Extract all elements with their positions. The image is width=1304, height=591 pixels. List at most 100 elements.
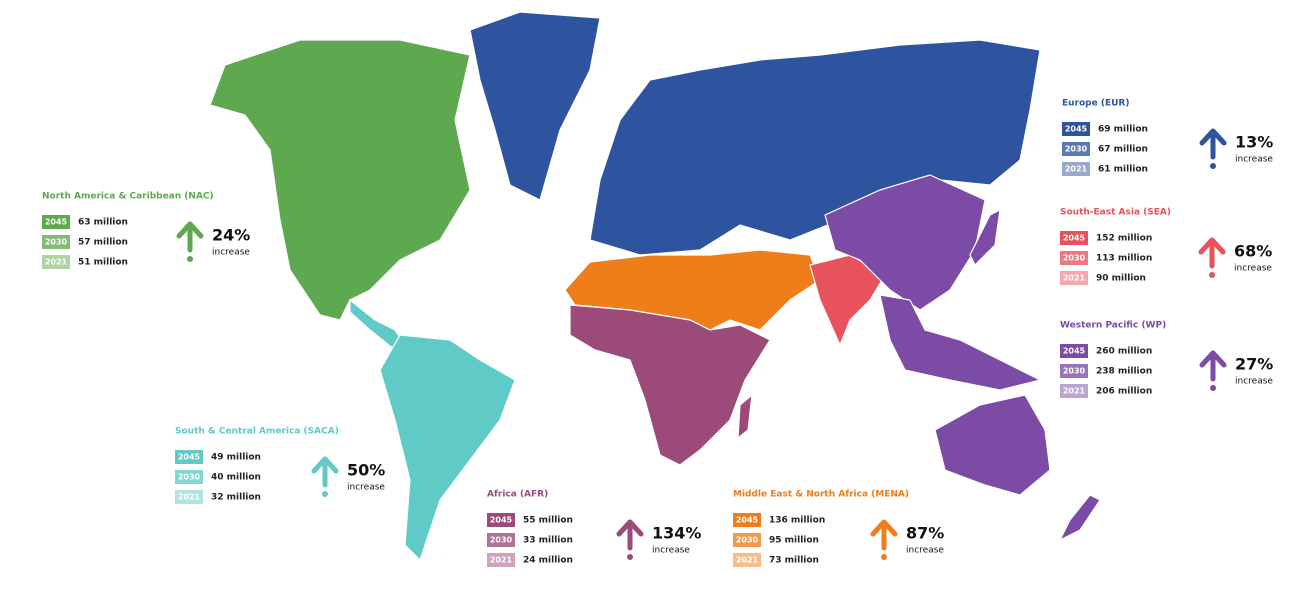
value: 61 million bbox=[1098, 165, 1148, 175]
year-box bbox=[487, 513, 515, 527]
madagascar bbox=[737, 393, 753, 440]
value: 206 million bbox=[1096, 387, 1152, 397]
increase-arrow bbox=[1198, 237, 1226, 269]
arrow-dot bbox=[1210, 163, 1216, 169]
world-map bbox=[209, 11, 1101, 562]
percent: 134% bbox=[652, 524, 701, 543]
region-name: Europe (EUR) bbox=[1062, 99, 1129, 109]
value: 95 million bbox=[769, 536, 819, 546]
percent: 27% bbox=[1235, 355, 1273, 374]
region-name: Africa (AFR) bbox=[487, 490, 548, 500]
year: 2030 bbox=[736, 536, 759, 545]
year: 2021 bbox=[490, 556, 513, 565]
year-box bbox=[1060, 251, 1088, 265]
year: 2045 bbox=[1063, 234, 1086, 243]
new-zealand bbox=[1058, 494, 1101, 542]
year-box bbox=[42, 235, 70, 249]
year-box bbox=[42, 255, 70, 269]
arrow-dot bbox=[627, 554, 633, 560]
year-box bbox=[1062, 162, 1090, 176]
value: 24 million bbox=[523, 556, 573, 566]
increase-arrow bbox=[616, 519, 644, 551]
increase-label: increase bbox=[652, 546, 690, 556]
year-box bbox=[175, 470, 203, 484]
south-east-asia bbox=[879, 294, 1042, 391]
value: 51 million bbox=[78, 258, 128, 268]
increase-arrow bbox=[311, 456, 339, 488]
increase-arrow bbox=[1199, 350, 1227, 382]
year-box bbox=[487, 553, 515, 567]
year: 2045 bbox=[1065, 125, 1088, 134]
year-box bbox=[733, 553, 761, 567]
percent: 13% bbox=[1235, 133, 1273, 152]
increase-label: increase bbox=[1235, 155, 1273, 165]
year-box bbox=[1060, 364, 1088, 378]
region-name: South & Central America (SACA) bbox=[175, 427, 339, 437]
north-america bbox=[209, 39, 471, 321]
value: 69 million bbox=[1098, 125, 1148, 135]
value: 40 million bbox=[211, 473, 261, 483]
value: 55 million bbox=[523, 516, 573, 526]
year: 2030 bbox=[1063, 367, 1086, 376]
year: 2030 bbox=[178, 473, 201, 482]
value: 238 million bbox=[1096, 367, 1152, 377]
year-box bbox=[175, 450, 203, 464]
year-box bbox=[1060, 344, 1088, 358]
region-legends: North America & Caribbean (NAC) 2045 63 mi… bbox=[42, 99, 1273, 567]
year: 2021 bbox=[1063, 387, 1086, 396]
year: 2030 bbox=[490, 536, 513, 545]
increase-arrow bbox=[1199, 128, 1227, 160]
south-america bbox=[379, 334, 516, 562]
arrow-dot bbox=[1210, 385, 1216, 391]
year: 2045 bbox=[1063, 347, 1086, 356]
africa bbox=[569, 304, 771, 466]
value: 57 million bbox=[78, 238, 128, 248]
year-box bbox=[1060, 384, 1088, 398]
year-box bbox=[42, 215, 70, 229]
year-box bbox=[1062, 122, 1090, 136]
increase-label: increase bbox=[347, 483, 385, 493]
region-name: Western Pacific (WP) bbox=[1060, 321, 1166, 331]
year: 2021 bbox=[1063, 274, 1086, 283]
increase-label: increase bbox=[906, 546, 944, 556]
year: 2021 bbox=[45, 258, 68, 267]
year-box bbox=[1060, 231, 1088, 245]
year: 2021 bbox=[1065, 165, 1088, 174]
year-box bbox=[1062, 142, 1090, 156]
increase-arrow bbox=[176, 221, 204, 253]
year-box bbox=[733, 513, 761, 527]
value: 49 million bbox=[211, 453, 261, 463]
year: 2021 bbox=[736, 556, 759, 565]
arrow-dot bbox=[881, 554, 887, 560]
value: 136 million bbox=[769, 516, 825, 526]
europe-russia bbox=[589, 39, 1041, 256]
region-name: South-East Asia (SEA) bbox=[1060, 208, 1171, 218]
arrow-dot bbox=[187, 256, 193, 262]
value: 33 million bbox=[523, 536, 573, 546]
value: 260 million bbox=[1096, 347, 1152, 357]
value: 32 million bbox=[211, 493, 261, 503]
increase-label: increase bbox=[1235, 377, 1273, 387]
percent: 87% bbox=[906, 524, 944, 543]
year-box bbox=[1060, 271, 1088, 285]
year: 2045 bbox=[490, 516, 513, 525]
year: 2045 bbox=[178, 453, 201, 462]
china-east-asia bbox=[824, 174, 986, 311]
year: 2045 bbox=[736, 516, 759, 525]
value: 67 million bbox=[1098, 145, 1148, 155]
year: 2045 bbox=[45, 218, 68, 227]
value: 73 million bbox=[769, 556, 819, 566]
year: 2030 bbox=[1063, 254, 1086, 263]
arrow-dot bbox=[322, 491, 328, 497]
year-box bbox=[487, 533, 515, 547]
percent: 24% bbox=[212, 226, 250, 245]
year-box bbox=[733, 533, 761, 547]
region-name: North America & Caribbean (NAC) bbox=[42, 192, 214, 202]
increase-label: increase bbox=[1234, 264, 1272, 274]
percent: 50% bbox=[347, 461, 385, 480]
value: 113 million bbox=[1096, 254, 1152, 264]
year: 2030 bbox=[45, 238, 68, 247]
increase-arrow bbox=[870, 519, 898, 551]
region-name: Middle East & North Africa (MENA) bbox=[733, 490, 909, 500]
